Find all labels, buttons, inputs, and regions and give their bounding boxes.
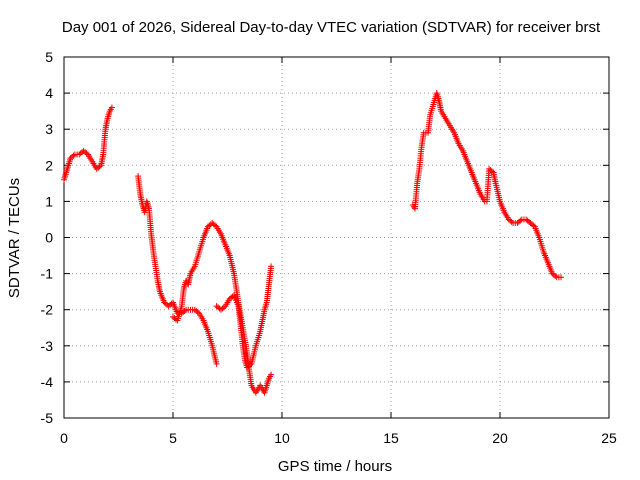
data-point bbox=[83, 150, 90, 157]
grid bbox=[64, 57, 609, 418]
data-point bbox=[96, 163, 103, 170]
data-point bbox=[194, 309, 201, 316]
chart-title: Day 001 of 2026, Sidereal Day-to-day VTE… bbox=[62, 19, 601, 36]
data-point bbox=[552, 273, 559, 280]
x-axis: 0 5 10 15 20 25 bbox=[60, 57, 617, 446]
data-point bbox=[212, 222, 219, 229]
y-tick-label: 4 bbox=[45, 85, 53, 101]
y-tick-label: -3 bbox=[41, 338, 54, 354]
y-tick-label: -5 bbox=[41, 410, 54, 426]
y-tick-label: 5 bbox=[45, 49, 53, 65]
data-point bbox=[213, 360, 220, 367]
y-axis: -5 -4 -3 -2 -1 0 1 2 3 4 5 bbox=[41, 49, 609, 426]
data-point bbox=[268, 263, 275, 270]
x-tick-label: 10 bbox=[274, 430, 290, 446]
x-tick-label: 0 bbox=[60, 430, 68, 446]
y-tick-label: 1 bbox=[45, 193, 53, 209]
y-tick-label: 2 bbox=[45, 157, 53, 173]
x-axis-label: GPS time / hours bbox=[278, 458, 392, 475]
y-tick-label: -1 bbox=[41, 266, 54, 282]
y-axis-label: SDTVAR / TECUs bbox=[6, 178, 23, 298]
y-tick-label: -2 bbox=[41, 302, 54, 318]
x-tick-label: 20 bbox=[492, 430, 508, 446]
x-tick-label: 15 bbox=[383, 430, 399, 446]
data-point bbox=[220, 304, 227, 311]
data-points bbox=[61, 90, 565, 396]
y-tick-label: 0 bbox=[45, 230, 53, 246]
y-tick-label: 3 bbox=[45, 121, 53, 137]
x-tick-label: 25 bbox=[601, 430, 617, 446]
data-point bbox=[268, 371, 275, 378]
x-tick-label: 5 bbox=[169, 430, 177, 446]
data-point bbox=[489, 168, 496, 175]
data-point bbox=[530, 222, 537, 229]
data-point bbox=[517, 217, 524, 224]
data-point bbox=[247, 362, 254, 369]
data-point bbox=[508, 218, 515, 225]
y-tick-label: -4 bbox=[41, 374, 54, 390]
data-point bbox=[70, 152, 77, 159]
data-point bbox=[558, 274, 565, 281]
data-point bbox=[108, 104, 115, 111]
data-point bbox=[181, 307, 188, 314]
